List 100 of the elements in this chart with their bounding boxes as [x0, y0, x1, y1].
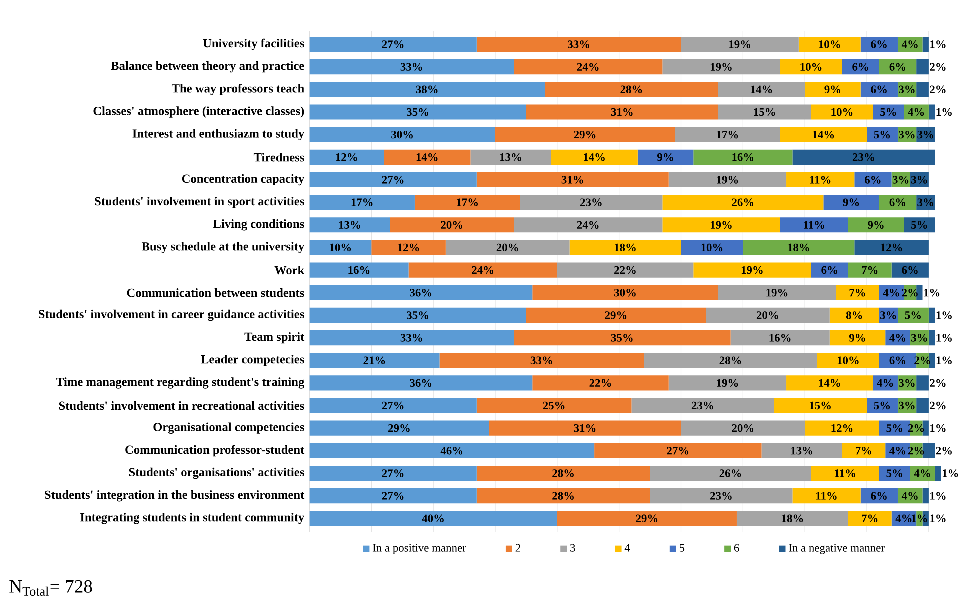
bar: [681, 240, 744, 256]
data-label: 36%: [410, 288, 432, 297]
bar: [675, 127, 780, 142]
bar: [650, 488, 793, 504]
data-label: 10%: [819, 40, 840, 48]
y-tick-label: Living conditions: [213, 219, 304, 231]
bar: [414, 194, 520, 210]
bar: [668, 376, 787, 391]
data-label: 4%: [908, 108, 924, 116]
legend-label: 4: [624, 544, 630, 552]
bar: [570, 240, 682, 256]
y-tick-label: Communication between students: [127, 288, 304, 298]
data-label: 46%: [440, 446, 463, 455]
data-label: 17%: [717, 130, 738, 139]
bar: [730, 330, 830, 346]
y-tick-label: Communication professor-student: [126, 445, 305, 456]
bar: [811, 262, 848, 278]
data-label: 14%: [819, 379, 840, 387]
bar: [668, 172, 787, 188]
bar: [904, 104, 929, 120]
data-label: 4%: [914, 470, 930, 478]
bar: [476, 172, 669, 188]
bar: [706, 308, 830, 323]
bar: [935, 466, 942, 481]
bar: [470, 150, 552, 165]
data-label: 2%: [930, 86, 946, 94]
data-label: 5%: [880, 108, 896, 116]
data-label: 30%: [614, 288, 636, 297]
bar: [922, 488, 929, 504]
bar: [879, 59, 917, 75]
bar: [310, 172, 477, 188]
y-tick-label: Team spirit: [244, 332, 305, 344]
data-label: 1%: [936, 108, 952, 116]
data-label: 15%: [810, 402, 831, 410]
bar: [476, 398, 632, 414]
bar: [310, 443, 595, 458]
bar: [928, 330, 936, 346]
data-label: 20%: [496, 244, 518, 252]
data-label: 1%: [912, 514, 928, 522]
data-label: 7%: [850, 288, 866, 297]
y-tick-label: Organisational competencies: [154, 422, 304, 434]
data-label: 1%: [936, 356, 952, 364]
data-label: 27%: [382, 470, 404, 478]
data-label: 1%: [930, 424, 946, 432]
data-label: 16%: [732, 153, 754, 162]
data-label: 21%: [364, 356, 386, 364]
bar: [873, 104, 904, 120]
bar: [860, 36, 898, 52]
bar: [916, 285, 923, 300]
data-label: 12%: [881, 244, 902, 252]
data-label: 33%: [400, 334, 422, 342]
data-label: 5%: [886, 470, 902, 478]
data-label: 11%: [816, 492, 837, 500]
bar: [310, 488, 477, 504]
bar: [916, 376, 929, 391]
y-tick-label: Students' involvement in sport activities: [95, 196, 304, 208]
y-tick-label: Work: [274, 266, 305, 275]
bar: [805, 82, 861, 98]
bar: [879, 194, 917, 210]
data-label: 6%: [871, 492, 887, 500]
bar: [860, 488, 898, 504]
bar: [848, 218, 904, 233]
data-label: 5%: [886, 424, 902, 432]
bar: [310, 511, 558, 526]
y-tick-label: Students' involvement in recreational activities: [59, 401, 304, 410]
y-tick-label: Integrating students in student community: [80, 512, 305, 524]
bar: [718, 104, 812, 120]
data-label: 3%: [912, 176, 928, 184]
data-label: 35%: [407, 311, 428, 320]
data-label: 26%: [720, 470, 742, 478]
data-label: 38%: [416, 86, 438, 94]
bar: [310, 127, 496, 142]
data-label: 4%: [902, 40, 918, 48]
bar: [786, 172, 855, 188]
bar: [848, 262, 892, 278]
data-label: 19%: [717, 176, 738, 184]
data-label: 23%: [852, 153, 874, 162]
legend-label: In a negative manner: [789, 544, 885, 554]
data-label: 29%: [605, 311, 627, 320]
bar: [557, 511, 737, 526]
data-label: 2%: [930, 63, 946, 71]
bar: [638, 150, 694, 165]
data-label: 1%: [930, 492, 946, 500]
y-tick-label: Interest and enthusiazm to study: [132, 129, 304, 140]
y-tick-label: Students' integration in the business environment: [45, 490, 305, 502]
data-label: 14%: [751, 86, 772, 94]
legend-label: In a positive manner: [372, 544, 466, 554]
data-label: 6%: [865, 176, 881, 184]
data-label: 4%: [890, 334, 906, 342]
bar: [694, 262, 812, 278]
y-tick-label: Time management regarding student's training: [56, 377, 305, 389]
data-label: 31%: [611, 108, 633, 116]
data-label: 6%: [890, 63, 906, 71]
legend-label: 6: [734, 544, 740, 552]
bar: [310, 376, 533, 391]
data-label: 9%: [657, 153, 674, 162]
bar: [310, 194, 415, 210]
bar: [811, 466, 880, 481]
bar: [817, 352, 880, 368]
data-label: 9%: [849, 334, 866, 342]
